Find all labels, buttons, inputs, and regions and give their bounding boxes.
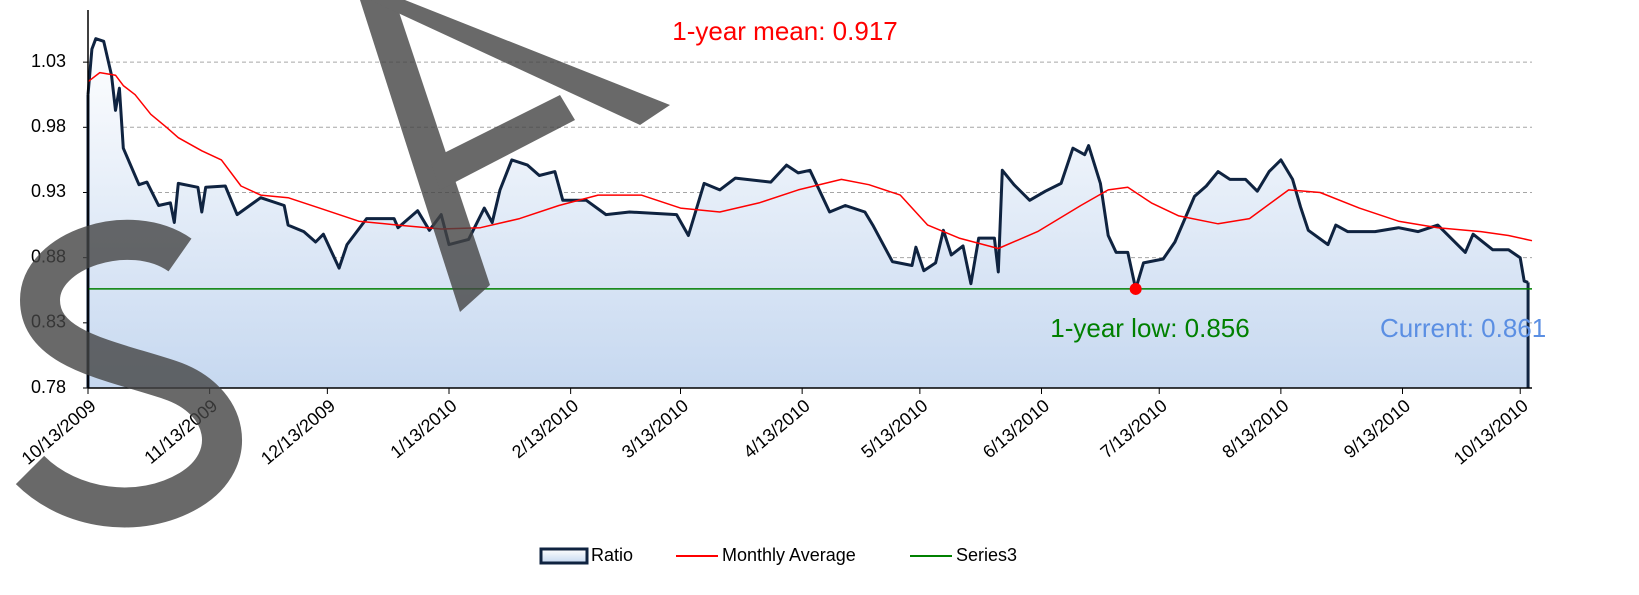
legend-label: Series3: [956, 545, 1017, 565]
legend-label: Ratio: [591, 545, 633, 565]
watermark-shape: [360, 0, 490, 312]
x-tick-label: 9/13/2010: [1340, 395, 1414, 462]
x-tick-label: 6/13/2010: [979, 395, 1053, 462]
x-tick-label: 7/13/2010: [1097, 395, 1171, 462]
x-tick-label: 4/13/2010: [740, 395, 814, 462]
x-tick-label: 2/13/2010: [508, 395, 582, 462]
watermark-shape: [15, 220, 242, 528]
annotation: 1-year low: 0.856: [1050, 313, 1249, 343]
watermark: [15, 0, 670, 528]
x-tick-label: 5/13/2010: [857, 395, 931, 462]
y-tick-label: 0.78: [31, 377, 66, 397]
area: [88, 38, 1529, 388]
y-tick-label: 0.93: [31, 181, 66, 201]
x-tick-label: 1/13/2010: [386, 395, 460, 462]
y-tick-label: 1.03: [31, 51, 66, 71]
series-line: [87, 71, 1533, 250]
annotation: Current: 0.861: [1380, 313, 1546, 343]
legend-label: Monthly Average: [722, 545, 856, 565]
watermark-shape: [430, 95, 575, 190]
annotation: 1-year mean: 0.917: [672, 16, 897, 46]
x-tick-label: 8/13/2010: [1218, 395, 1292, 462]
x-tick-label: 10/13/2009: [18, 395, 100, 468]
legend-swatch: [539, 547, 589, 565]
x-tick-label: 10/13/2010: [1450, 395, 1532, 468]
series-line: [86, 37, 1529, 291]
low-point: [1129, 282, 1142, 295]
x-tick-label: 12/13/2009: [257, 395, 339, 468]
y-tick-label: 0.98: [31, 116, 66, 136]
x-tick-label: 3/13/2010: [618, 395, 692, 462]
watermark-shape: [370, 0, 670, 125]
